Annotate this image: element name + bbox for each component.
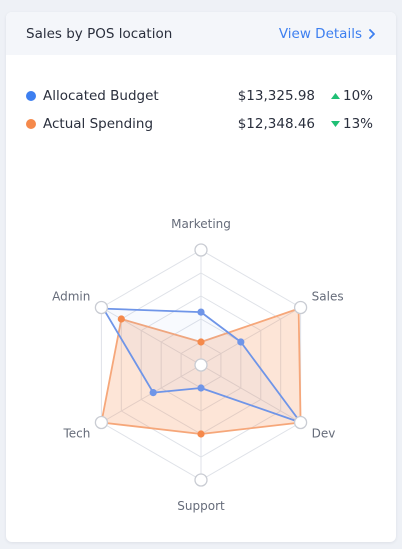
axis-end-marker — [94, 300, 109, 315]
legend-value: $13,325.98 — [237, 88, 315, 104]
axis-end-marker — [94, 415, 109, 430]
grid-spoke — [200, 364, 301, 423]
axis-label-marketing: Marketing — [171, 217, 231, 231]
legend-change: 10% — [315, 88, 373, 104]
actual-spending-point — [197, 338, 205, 346]
triangle-up-icon — [330, 93, 340, 99]
grid-spoke — [101, 307, 202, 366]
actual-spending-point — [197, 430, 205, 438]
axis-label-support: Support — [177, 499, 225, 513]
axis-end-marker — [194, 473, 208, 487]
allocated-budget-point — [197, 308, 205, 316]
axis-end-marker — [293, 300, 308, 315]
axis-label-tech: Tech — [62, 427, 90, 441]
allocated-budget-dot-icon — [26, 91, 36, 101]
triangle-down-icon — [330, 121, 340, 127]
actual-spending-point — [117, 315, 125, 323]
radar-chart: Marketing Sales Dev Support Tech Admin — [52, 217, 344, 513]
legend-change: 13% — [315, 116, 373, 132]
chevron-right-icon — [369, 28, 375, 39]
grid-spoke — [200, 307, 301, 366]
allocated-budget-point — [237, 338, 245, 346]
actual-spending-dot-icon — [26, 119, 36, 129]
axis-label-dev: Dev — [312, 427, 336, 441]
legend-change-value: 10% — [342, 88, 373, 104]
legend-value: $12,348.46 — [237, 116, 315, 132]
card-header: Sales by POS location View Details — [6, 12, 396, 55]
allocated-budget-point — [149, 389, 157, 397]
legend-name: Allocated Budget — [43, 88, 159, 104]
view-details-link[interactable]: View Details — [279, 26, 376, 42]
legend-item-actual-spending: Actual Spending $12,348.46 13% — [26, 110, 376, 138]
axis-label-admin: Admin — [52, 290, 90, 304]
view-details-label: View Details — [278, 25, 362, 42]
legend-name: Actual Spending — [43, 116, 154, 132]
center-marker — [194, 358, 208, 372]
axis-label-sales: Sales — [312, 290, 344, 304]
card-title: Sales by POS location — [26, 25, 173, 42]
allocated-budget-point — [197, 384, 205, 392]
sales-by-pos-card: Sales by POS location View Details Alloc… — [6, 12, 396, 542]
legend: Allocated Budget $13,325.98 10% Actual S… — [6, 55, 396, 138]
legend-item-allocated-budget: Allocated Budget $13,325.98 10% — [26, 82, 376, 110]
axis-end-marker — [293, 415, 308, 430]
legend-change-value: 13% — [342, 116, 373, 132]
axis-end-marker — [194, 243, 208, 257]
